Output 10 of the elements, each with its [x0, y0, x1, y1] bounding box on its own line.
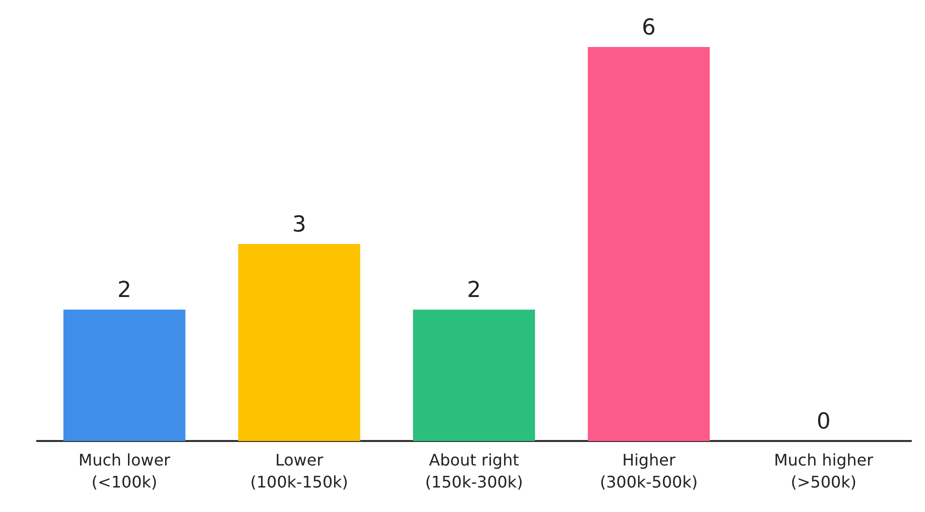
x-tick-label: Higher (300k-500k) [600, 450, 698, 492]
x-tick-label: About right (150k-300k) [425, 450, 523, 492]
data-label: 6 [642, 16, 656, 40]
data-label: 0 [816, 410, 831, 434]
data-label: 3 [292, 212, 306, 238]
x-tick-label: Much higher (>500k) [774, 450, 874, 492]
x-tick-label: Lower (100k-150k) [250, 450, 348, 492]
data-label: 2 [117, 278, 132, 304]
data-label: 2 [467, 278, 481, 304]
x-tick-label: Much lower (<100k) [78, 450, 171, 492]
